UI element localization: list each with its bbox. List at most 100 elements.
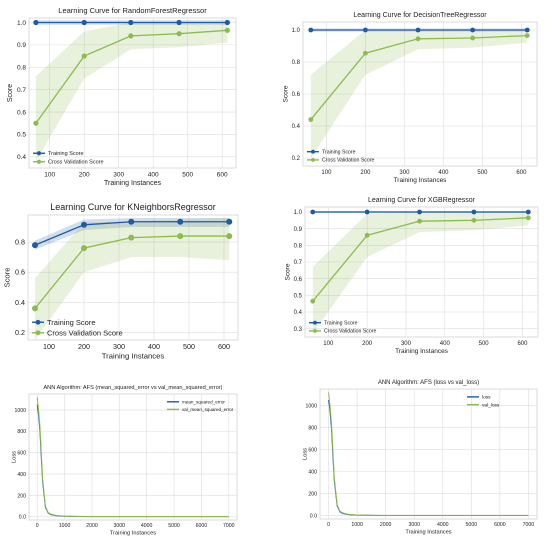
y-tick-label: 800 bbox=[308, 425, 317, 431]
data-point bbox=[524, 27, 530, 33]
legend-label: loss bbox=[482, 395, 491, 401]
data-point bbox=[308, 27, 314, 33]
plot-area bbox=[28, 393, 238, 521]
x-tick-label: 500 bbox=[183, 342, 195, 351]
data-point bbox=[308, 117, 314, 122]
gridlines bbox=[303, 22, 537, 166]
y-tick-label: 0.6 bbox=[15, 268, 25, 277]
x-tick-label: 600 bbox=[517, 341, 528, 347]
y-tick-label: 0.6 bbox=[294, 277, 303, 283]
x-tick-label: 200 bbox=[362, 341, 373, 347]
x-tick-label: 7000 bbox=[223, 523, 235, 529]
legend-marker bbox=[36, 151, 42, 156]
data-point bbox=[310, 209, 316, 215]
data-point bbox=[32, 242, 38, 249]
data-point bbox=[471, 217, 477, 223]
y-tick-label: 0.9 bbox=[17, 42, 26, 49]
data-point bbox=[176, 31, 182, 37]
chart-panel-2: 100 200 300 400 500 600 0.2 0.4 0.6 0.8 1.0 Learnin… bbox=[282, 12, 538, 184]
x-tick-label: 400 bbox=[438, 170, 449, 176]
legend-label: mean_squared_error bbox=[182, 399, 225, 404]
x-axis-label: Training Instances bbox=[104, 180, 161, 187]
y-tick-label: 600 bbox=[308, 447, 317, 453]
data-point bbox=[33, 19, 39, 26]
x-tick-label: 100 bbox=[44, 172, 55, 179]
y-tick-label: 0.6 bbox=[17, 109, 26, 116]
x-tick-label: 6000 bbox=[196, 523, 208, 529]
data-point bbox=[177, 218, 184, 225]
data-point bbox=[226, 233, 233, 240]
chart-panel-3: 100 200 300 400 500 600 0.2 0.4 0.6 0.8 Learning C… bbox=[2, 202, 239, 360]
y-axis-label: Loss bbox=[11, 451, 17, 463]
y-tick-label: 200 bbox=[17, 493, 26, 499]
y-tick-label: 0.4 bbox=[294, 310, 303, 316]
x-tick-label: 4000 bbox=[437, 522, 449, 528]
y-tick-label: 1.0 bbox=[292, 28, 301, 34]
x-tick-label: 2000 bbox=[86, 523, 98, 529]
x-tick-label: 300 bbox=[399, 170, 410, 176]
x-axis-label: Training Instances bbox=[405, 529, 451, 535]
y-tick-label: 0.9 bbox=[294, 227, 303, 233]
y-axis-label: Score bbox=[282, 85, 289, 102]
x-tick-label: 500 bbox=[479, 341, 490, 347]
data-point bbox=[363, 27, 368, 33]
x-tick-label: 300 bbox=[113, 172, 124, 179]
series-band-2 bbox=[312, 212, 529, 334]
y-tick-label: 0.8 bbox=[292, 60, 301, 66]
y-axis-label: Score bbox=[7, 84, 14, 102]
x-tick-label: 5000 bbox=[168, 523, 180, 529]
data-point bbox=[471, 209, 477, 215]
gridlines bbox=[320, 389, 537, 519]
chart-title: Learning Curve for RandomForestRegressor bbox=[58, 6, 207, 15]
y-tick-label: 0.8 bbox=[294, 243, 303, 249]
y-tick-label: 400 bbox=[308, 469, 317, 475]
legend-label: Training Score bbox=[322, 150, 356, 156]
y-tick-label: 0.5 bbox=[294, 293, 303, 299]
y-tick-label: 0.4 bbox=[17, 154, 26, 161]
chart-title: Learning Curve for KNeighborsRegressor bbox=[50, 202, 216, 212]
y-tick-label: 1000 bbox=[14, 408, 26, 414]
data-point bbox=[417, 218, 422, 224]
data-point bbox=[470, 27, 476, 33]
y-tick-label: 0.3 bbox=[294, 327, 303, 333]
data-point bbox=[176, 19, 182, 26]
x-tick-label: 400 bbox=[148, 172, 159, 179]
x-tick-label: 1000 bbox=[59, 523, 71, 529]
x-tick-label: 100 bbox=[321, 170, 332, 176]
x-tick-label: 0 bbox=[36, 523, 39, 529]
x-tick-label: 3000 bbox=[114, 523, 126, 529]
series-band-2 bbox=[310, 30, 528, 158]
data-point bbox=[524, 33, 530, 38]
chart-title: ANN Algorithm: AFS (loss vs val_loss) bbox=[378, 380, 479, 386]
legend-marker bbox=[313, 328, 317, 333]
data-point bbox=[310, 298, 316, 304]
legend-label: Cross Validation Score bbox=[324, 329, 376, 335]
y-tick-label: 1000 bbox=[305, 403, 317, 409]
gridlines bbox=[305, 207, 538, 337]
legend-label: Training Score bbox=[48, 151, 84, 157]
chart-panel-1: 100 200 300 400 500 600 0.4 0.5 0.6 0.7 0.8 0.9 1.0 L… bbox=[7, 6, 237, 187]
data-point bbox=[32, 305, 38, 312]
legend-label: Cross Validation Score bbox=[47, 328, 123, 337]
x-tick-label: 400 bbox=[148, 342, 160, 351]
legend-marker bbox=[313, 320, 317, 325]
data-point bbox=[81, 221, 87, 228]
x-tick-label: 500 bbox=[182, 172, 193, 179]
data-point bbox=[177, 233, 184, 240]
legend-marker bbox=[311, 149, 315, 154]
x-tick-label: 4000 bbox=[141, 523, 153, 529]
x-tick-label: 600 bbox=[516, 170, 527, 176]
y-tick-label: 0.4 bbox=[292, 124, 301, 130]
plot-area bbox=[28, 17, 237, 169]
y-tick-label: 0.5 bbox=[17, 132, 26, 139]
y-tick-label: 0.2 bbox=[292, 156, 301, 162]
data-point bbox=[415, 27, 421, 33]
data-point bbox=[33, 120, 39, 126]
y-tick-label: 600 bbox=[17, 451, 26, 457]
y-tick-label: 0.0 bbox=[310, 514, 317, 520]
data-point bbox=[81, 245, 87, 252]
x-tick-label: 200 bbox=[360, 170, 371, 176]
